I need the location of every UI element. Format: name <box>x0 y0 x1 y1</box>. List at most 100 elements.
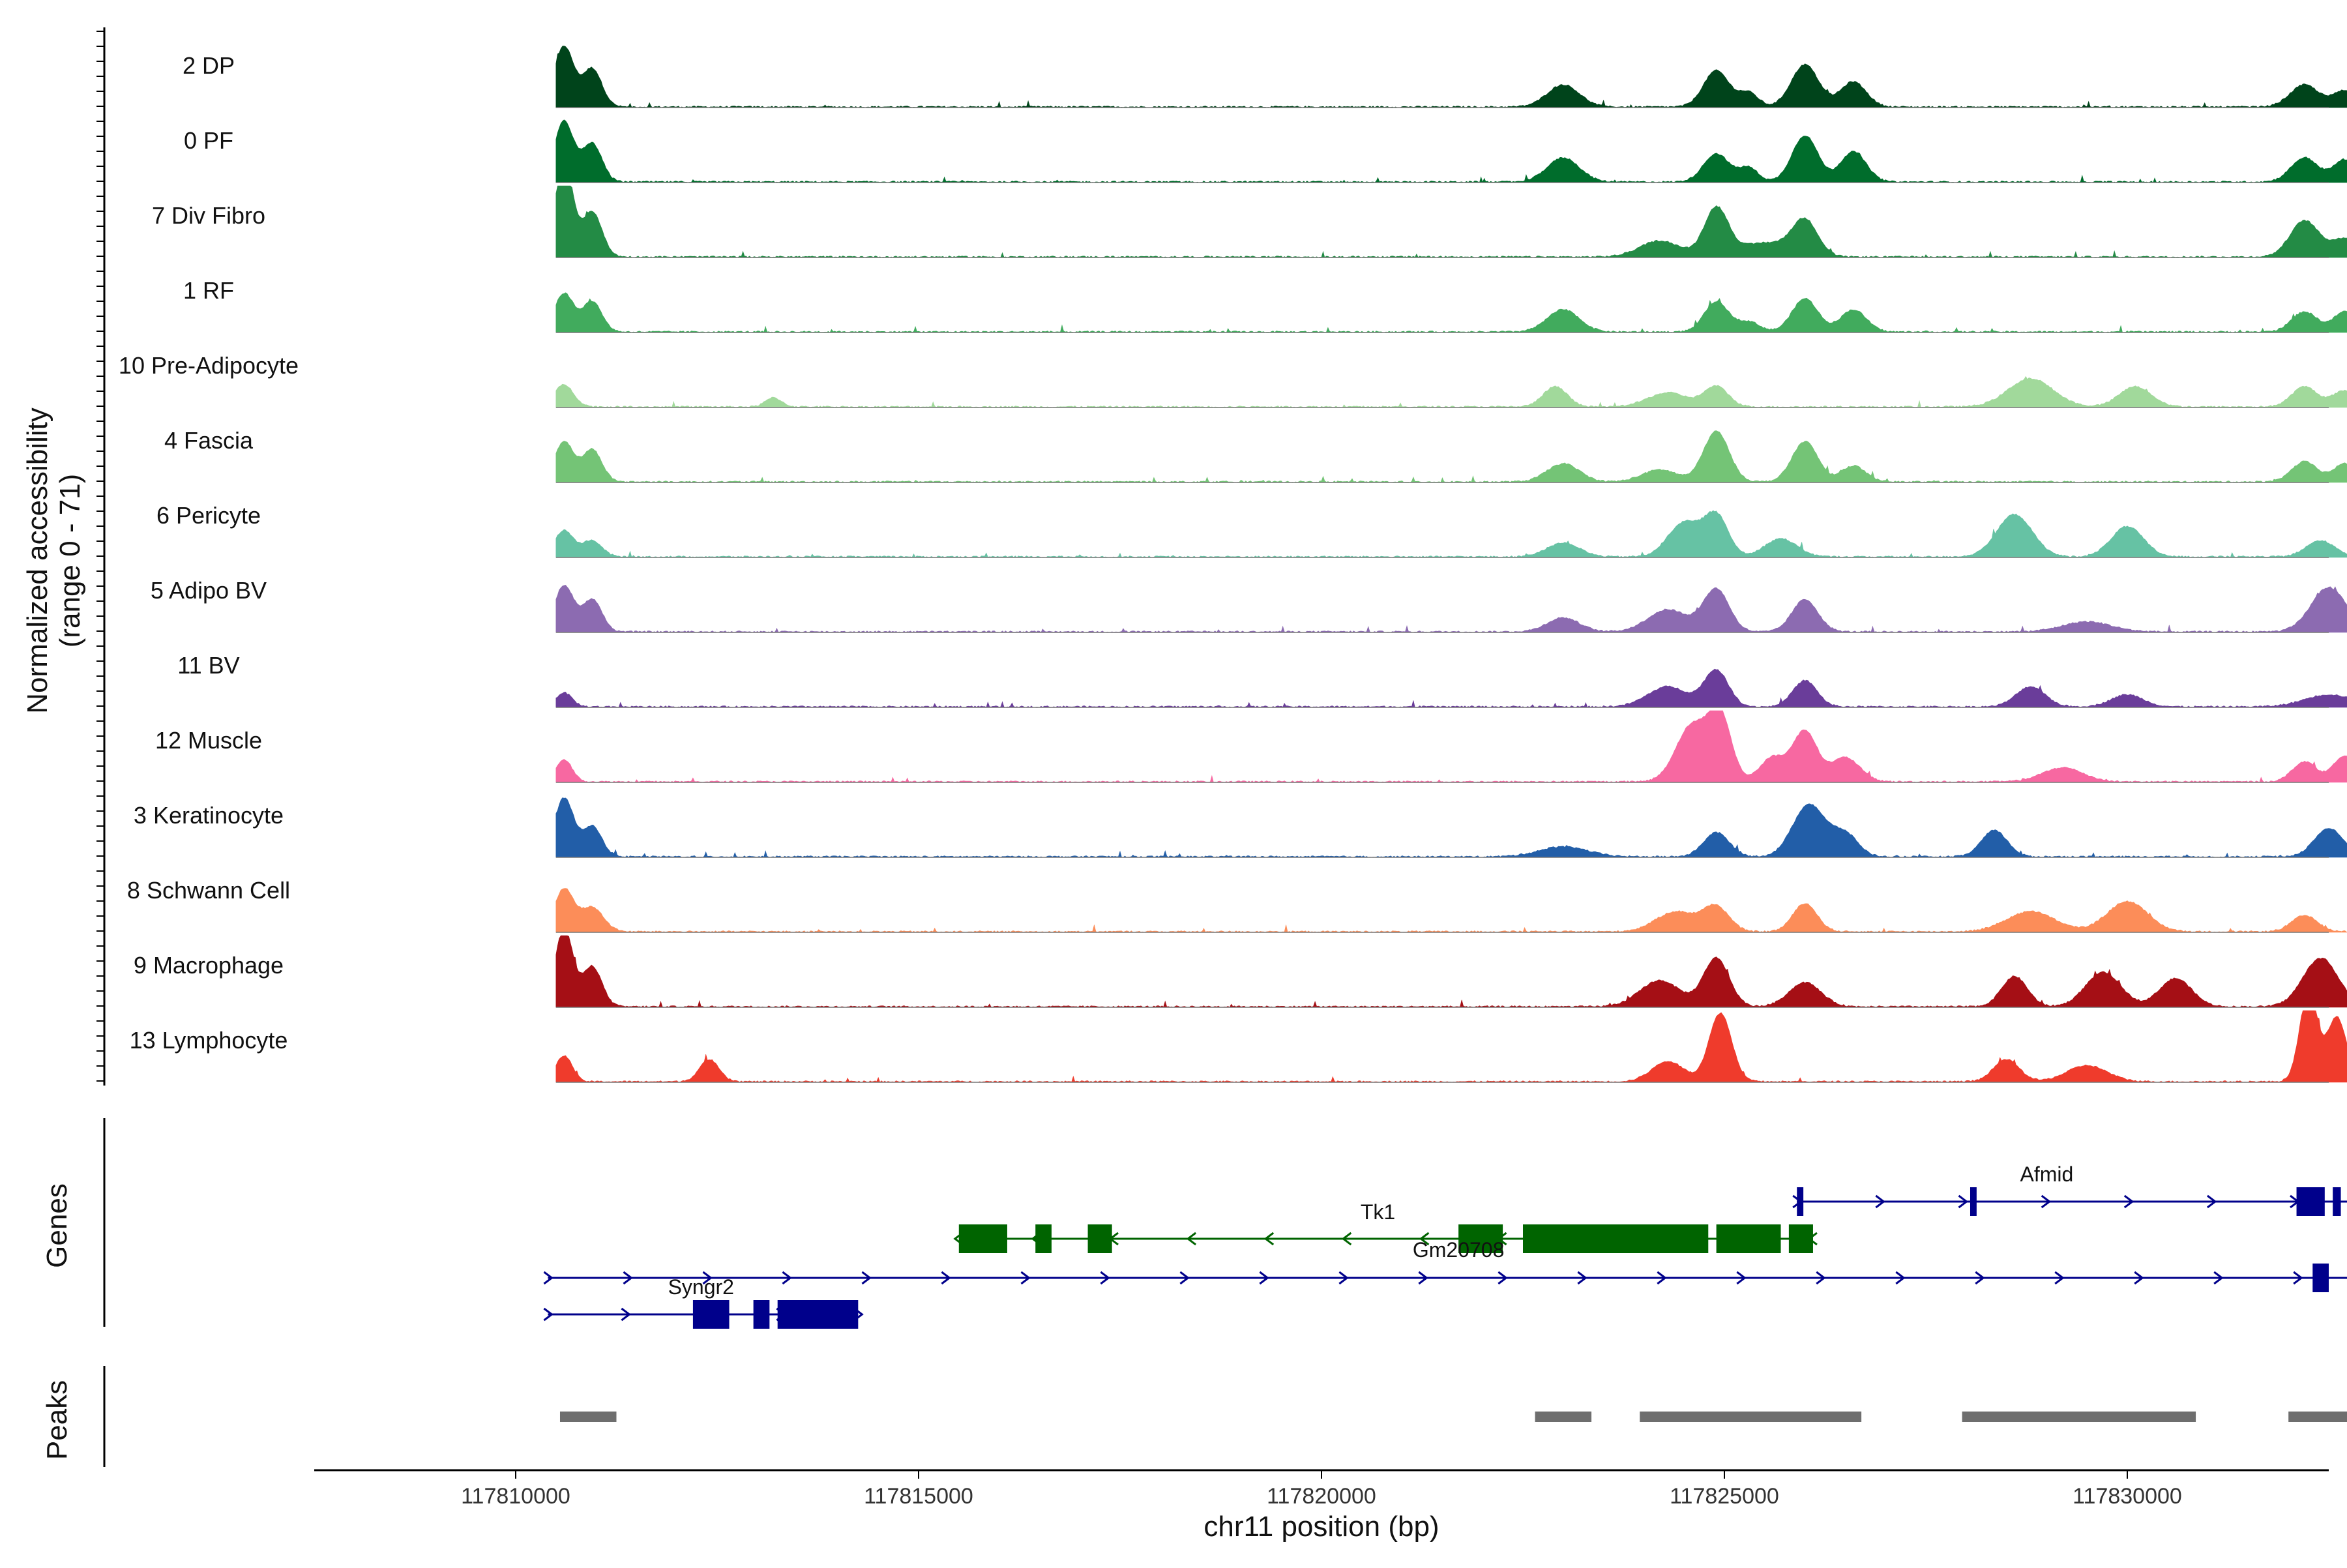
track-label: 9 Macrophage <box>134 952 284 979</box>
x-axis-title: chr11 position (bp) <box>1203 1511 1439 1543</box>
coverage-area <box>555 292 2347 333</box>
track-2: 0 PF <box>184 119 2347 183</box>
strand-chevron <box>623 1271 633 1285</box>
genes-panel-title: Genes <box>41 1183 73 1268</box>
coverage-area <box>555 888 2347 933</box>
track-9: 11 BV <box>177 652 2347 708</box>
track-label: 5 Adipo BV <box>151 577 267 604</box>
coverage-area <box>555 710 2347 783</box>
gene-exon <box>1716 1224 1781 1253</box>
gene-exon <box>1458 1224 1503 1253</box>
strand-chevron <box>1263 1232 1275 1246</box>
genes-panel: Afmid Tk1 Gm20708 Syngr2 <box>103 1118 2347 1329</box>
strand-chevron <box>2213 1271 2224 1285</box>
gene-exon <box>753 1300 770 1329</box>
x-tick-label: 117810000 <box>461 1484 570 1509</box>
gene-label: Afmid <box>2020 1162 2074 1186</box>
gene-label: Syngr2 <box>668 1275 734 1299</box>
gene-exon <box>958 1224 1007 1253</box>
track-label: 3 Keratinocyte <box>134 802 284 829</box>
track-7: 6 Pericyte <box>156 502 2347 558</box>
coverage-tracks: 2 DP 0 PF 7 Div Fibro 1 RF 10 Pre-Adipocyte 4… <box>119 46 2347 1083</box>
strand-chevron <box>1958 1194 1968 1209</box>
track-label: 10 Pre-Adipocyte <box>119 352 299 379</box>
gene-exon <box>692 1300 730 1329</box>
track-5: 10 Pre-Adipocyte <box>119 352 2347 408</box>
track-label: 11 BV <box>177 652 239 679</box>
strand-chevron <box>2123 1194 2134 1209</box>
strand-chevron <box>2293 1271 2303 1285</box>
strand-chevron <box>2041 1194 2052 1209</box>
strand-chevron <box>1418 1271 1428 1285</box>
gene-exon <box>1797 1187 1804 1216</box>
track-4: 1 RF <box>183 277 2347 333</box>
gene-exon <box>1788 1224 1813 1253</box>
strand-chevron <box>941 1271 951 1285</box>
coverage-area <box>555 585 2347 633</box>
track-3: 7 Div Fibro <box>152 185 2347 258</box>
coverage-area <box>555 510 2347 558</box>
strand-chevron <box>1895 1271 1906 1285</box>
y-axis <box>96 27 106 1086</box>
gene-exon <box>1035 1224 1052 1253</box>
strand-chevron <box>1577 1271 1587 1285</box>
strand-chevron <box>861 1271 872 1285</box>
y-axis-title-line-2: (range 0 - 71) <box>54 474 86 648</box>
strand-chevron <box>1736 1271 1747 1285</box>
strand-chevron <box>1338 1271 1349 1285</box>
gene-exon <box>1087 1224 1112 1253</box>
strand-chevron <box>702 1271 713 1285</box>
peak-region <box>2288 1412 2347 1422</box>
strand-chevron <box>543 1271 554 1285</box>
track-label: 13 Lymphocyte <box>130 1027 288 1054</box>
peak-region <box>1640 1412 1862 1422</box>
gene-gm20708: Gm20708 <box>543 1238 2347 1292</box>
coverage-area <box>555 430 2347 483</box>
gene-tk1: Tk1 <box>953 1200 1818 1253</box>
x-tick-label: 117830000 <box>2073 1484 2182 1509</box>
peak-region <box>1962 1412 2196 1422</box>
strand-chevron <box>1875 1194 1885 1209</box>
peak-region <box>559 1412 617 1422</box>
peaks-panel <box>103 1366 2347 1467</box>
track-6: 4 Fascia <box>164 427 2347 483</box>
coverage-area <box>555 668 2347 708</box>
strand-chevron <box>1657 1271 1667 1285</box>
gene-exon <box>2312 1264 2329 1292</box>
track-label: 0 PF <box>184 127 233 154</box>
strand-chevron <box>1816 1271 1826 1285</box>
gene-afmid: Afmid <box>1792 1162 2347 1216</box>
strand-chevron <box>1186 1232 1197 1246</box>
coverage-area <box>555 46 2347 108</box>
track-label: 4 Fascia <box>164 427 254 454</box>
gene-exon <box>777 1300 859 1329</box>
track-10: 12 Muscle <box>155 710 2347 783</box>
strand-chevron <box>621 1307 631 1322</box>
track-label: 7 Div Fibro <box>152 202 265 229</box>
track-11: 3 Keratinocyte <box>134 797 2347 858</box>
track-12: 8 Schwann Cell <box>127 877 2347 933</box>
strand-chevron <box>1179 1271 1190 1285</box>
track-label: 6 Pericyte <box>156 502 261 529</box>
y-axis-title-line-1: Normalized accessibility <box>22 407 53 713</box>
gene-exon <box>1970 1187 1977 1216</box>
gene-syngr2: Syngr2 <box>543 1275 864 1329</box>
strand-chevron <box>1975 1271 1985 1285</box>
x-tick-label: 117825000 <box>1670 1484 1779 1509</box>
track-label: 12 Muscle <box>155 727 262 754</box>
strand-chevron <box>543 1307 554 1322</box>
gene-exon <box>2296 1187 2325 1216</box>
gene-exon <box>2333 1187 2341 1216</box>
track-13: 9 Macrophage <box>134 935 2347 1008</box>
peaks-panel-title: Peaks <box>41 1380 73 1460</box>
x-axis: 117810000 117815000 117820000 117825000 1178… <box>314 1469 2329 1509</box>
coverage-area <box>555 935 2347 1008</box>
strand-chevron <box>2054 1271 2065 1285</box>
strand-chevron <box>2207 1194 2217 1209</box>
strand-chevron <box>1100 1271 1110 1285</box>
strand-chevron <box>1259 1271 1269 1285</box>
x-tick-label: 117815000 <box>864 1484 973 1509</box>
gene-label: Tk1 <box>1361 1200 1395 1224</box>
